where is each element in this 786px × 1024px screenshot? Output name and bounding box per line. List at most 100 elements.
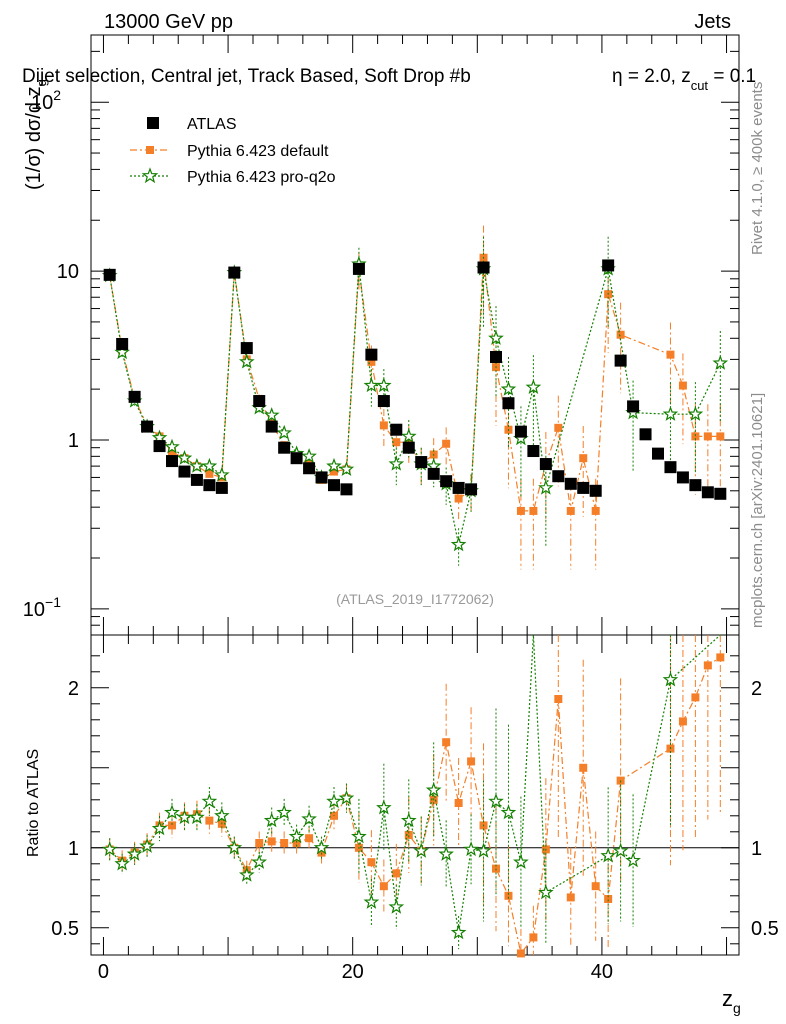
proq2o-ratio-point	[288, 828, 305, 844]
default-ratio-point	[566, 893, 575, 902]
proq2o-series-point	[488, 330, 504, 345]
proq2o-series-point	[176, 449, 193, 465]
proq2o-series-point	[301, 448, 317, 463]
atlas-series-point	[714, 487, 727, 500]
atlas-series-point	[278, 441, 291, 454]
proq2o-ratio-point	[450, 924, 467, 940]
proq2o-ratio-point	[488, 793, 504, 809]
default-ratio-point	[467, 757, 476, 766]
atlas-series-point	[240, 342, 253, 355]
plot-title: Dijet selection, Central jet, Track Base…	[22, 66, 471, 87]
default-ratio-point	[579, 763, 588, 772]
proq2o-series-point	[164, 438, 180, 454]
plot-title-params-end: = 0.1	[708, 66, 756, 87]
x-axis-title-sub: g	[733, 1000, 741, 1016]
atlas-series-point	[153, 440, 166, 453]
main-y-tick-label: 10−1	[23, 594, 61, 621]
atlas-series-point	[602, 259, 615, 272]
proq2o-series-point	[114, 344, 130, 360]
atlas-series-point	[365, 348, 378, 361]
x-tick-label: 40	[591, 961, 613, 983]
proq2o-series-point	[214, 466, 230, 482]
plot-title-params-main: η = 2.0, z	[612, 66, 691, 87]
proq2o-ratio-point	[101, 841, 118, 857]
atlas-series-point	[652, 447, 664, 460]
proq2o-ratio-point	[114, 855, 130, 871]
proq2o-ratio-point	[326, 793, 342, 809]
atlas-series-point	[502, 397, 515, 410]
x-tick-label: 20	[342, 961, 364, 983]
main-y-tick-label: 10	[57, 261, 79, 283]
default-series-point	[678, 381, 687, 390]
default-series-point	[379, 421, 388, 430]
proq2o-ratio-point	[513, 853, 529, 869]
proq2o-ratio-line	[109, 634, 721, 933]
main-y-tick-label: 102	[31, 87, 61, 114]
atlas-series-point	[315, 471, 328, 484]
legend-atlas-label: ATLAS	[187, 116, 237, 133]
atlas-series-point	[527, 445, 540, 458]
proq2o-ratio-point	[400, 812, 417, 828]
default-series-point	[666, 350, 675, 359]
proq2o-series-point	[500, 380, 517, 396]
proq2o-series-point	[662, 405, 679, 421]
energy-label: 13000 GeV pp	[104, 11, 233, 33]
main-y-axis-title-sub: g	[34, 79, 49, 86]
plot-title-params: η = 2.0, zcut = 0.1	[612, 66, 756, 93]
default-series-point	[554, 423, 563, 432]
default-ratio-point	[205, 816, 214, 825]
proq2o-ratio-point	[214, 807, 230, 823]
proq2o-series-point	[687, 405, 704, 421]
ratio-panel-frame	[90, 634, 740, 956]
main-series-layer	[101, 225, 729, 570]
default-series-point	[579, 454, 588, 463]
default-series-point	[616, 330, 625, 339]
proq2o-ratio-point	[164, 804, 180, 820]
plot-title-main: Dijet selection, Central jet, Track Base…	[22, 66, 471, 87]
proq2o-series-point	[201, 457, 218, 473]
proq2o-series-point	[400, 428, 417, 443]
default-ratio-point	[716, 653, 725, 662]
legend-default-marker	[146, 146, 154, 154]
atlas-series-point	[128, 390, 141, 403]
ratio-y-tick-label-right: 0.5	[751, 918, 779, 940]
atlas-series-point	[701, 486, 714, 499]
legend-proq2o-label: Pythia 6.423 pro-q2o	[187, 169, 336, 186]
proq2o-ratio-point	[226, 839, 243, 855]
proq2o-series-point	[238, 353, 255, 369]
default-series-point	[392, 438, 401, 447]
atlas-series-point	[178, 465, 191, 478]
proq2o-ratio-point	[351, 828, 367, 844]
atlas-series-point	[452, 481, 465, 494]
atlas-series-point	[415, 456, 428, 469]
atlas-series-point	[676, 471, 689, 484]
legend-proq2o-marker	[141, 167, 159, 184]
x-axis-title-main: z	[722, 986, 733, 1011]
atlas-series-point	[141, 420, 154, 433]
proq2o-ratio-point	[301, 810, 317, 826]
proq2o-ratio-point	[425, 781, 442, 797]
default-ratio-point	[255, 839, 264, 847]
proq2o-ratio-point	[600, 847, 616, 863]
atlas-series-point	[577, 481, 590, 494]
default-ratio-point	[168, 821, 176, 830]
proq2o-series-point	[525, 379, 542, 395]
proq2o-series-point	[263, 407, 280, 422]
atlas-series-point	[203, 479, 216, 492]
proq2o-ratio-point	[625, 852, 641, 868]
main-y-tick-base: 10	[31, 92, 53, 114]
proq2o-series-point	[363, 377, 380, 393]
proq2o-ratio-point	[126, 845, 143, 861]
proq2o-ratio-point	[376, 799, 392, 815]
atlas-series-point	[514, 425, 527, 438]
proq2o-ratio-point	[238, 866, 255, 882]
proq2o-ratio-point	[500, 804, 517, 820]
default-ratio-point	[280, 839, 289, 847]
ratio-y-tick-label-right: 1	[751, 838, 762, 860]
atlas-series-point	[627, 400, 640, 413]
atlas-series-point	[352, 262, 365, 275]
default-ratio-point	[305, 834, 314, 843]
default-ratio-point	[392, 869, 401, 878]
default-ratio-point	[292, 839, 301, 847]
